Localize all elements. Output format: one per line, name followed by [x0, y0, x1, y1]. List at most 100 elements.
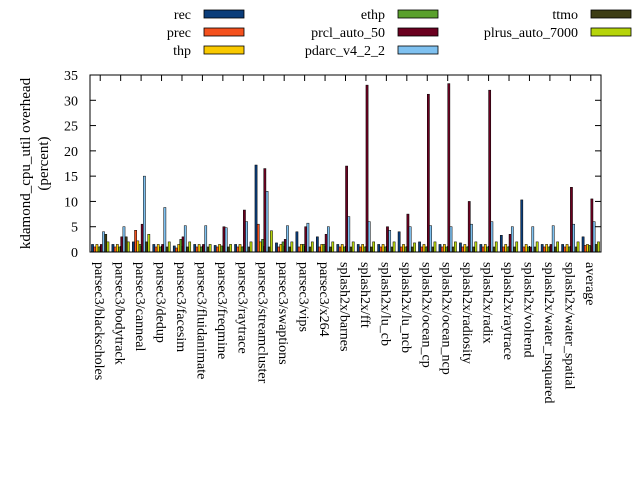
bar-prec-9 [277, 246, 281, 253]
bar-ttmo-12 [349, 246, 353, 253]
bar-rec-5 [193, 244, 197, 253]
y-tick-label: 20 [64, 145, 78, 160]
bar-ttmo-9 [288, 246, 292, 253]
bar-pdarc_v4_2_2-14 [388, 230, 392, 253]
bar-prec-11 [318, 246, 321, 253]
x-tick-label: parsec3/dedup [153, 262, 168, 343]
bar-thp-19 [483, 244, 487, 253]
bar-rec-23 [561, 244, 564, 253]
bar-pdarc_v4_2_2-21 [531, 226, 535, 253]
bar-thp-1 [116, 244, 119, 253]
bar-thp-13 [361, 244, 364, 253]
legend-label-thp: thp [173, 44, 191, 59]
bar-pdarc_v4_2_2-15 [408, 226, 412, 253]
bar-thp-20 [504, 244, 508, 253]
bar-plrus_auto_7000-5 [208, 244, 212, 253]
bar-prec-16 [420, 246, 424, 253]
bar-plrus_auto_7000-18 [474, 241, 478, 253]
bar-rec-17 [438, 244, 442, 253]
legend-label-plrus_auto_7000: plrus_auto_7000 [484, 26, 578, 41]
bar-plrus_auto_7000-6 [229, 244, 232, 253]
y-axis-label: kdamond_cpu_util overhead (percent) [18, 77, 52, 249]
bar-ttmo-20 [513, 246, 516, 253]
y-tick-label: 35 [64, 69, 78, 84]
bar-prec-7 [236, 246, 240, 253]
x-tick-label: splash2x/ocean_cp [418, 262, 433, 368]
x-tick-label: splash2x/radiosity [459, 262, 474, 364]
y-tick-label: 10 [64, 195, 78, 210]
legend: rec prec thp ethp prcl_auto_50 pdarc_v4_2_2 tt… [167, 8, 632, 59]
bar-prcl_auto_50-12 [345, 165, 348, 253]
bar-thp-6 [218, 244, 221, 253]
bar-thp-2 [136, 240, 140, 253]
bar-prec-24 [583, 245, 587, 253]
x-tick-label: parsec3/vips [296, 262, 311, 332]
bar-prcl_auto_50-23 [570, 187, 573, 253]
bar-thp-7 [238, 244, 242, 253]
x-tick-label: parsec3/freqmine [214, 262, 229, 359]
bar-plrus_auto_7000-1 [127, 241, 130, 253]
bar-plrus_auto_7000-9 [290, 241, 294, 253]
bar-thp-5 [197, 244, 201, 253]
legend-swatch-prcl_auto_50 [397, 27, 439, 37]
bar-thp-4 [177, 244, 181, 253]
bar-plrus_auto_7000-16 [433, 241, 437, 253]
bar-pdarc_v4_2_2-4 [183, 225, 187, 253]
legend-swatch-ttmo [590, 9, 632, 19]
x-tick-label: splash2x/raytrace [500, 262, 515, 360]
bar-prcl_auto_50-16 [427, 93, 430, 253]
bar-ttmo-11 [329, 246, 332, 253]
bar-pdarc_v4_2_2-23 [572, 223, 575, 253]
bar-plrus_auto_7000-20 [515, 241, 519, 253]
bar-thp-21 [524, 244, 528, 253]
bar-pdarc_v4_2_2-7 [245, 221, 248, 253]
bar-pdarc_v4_2_2-16 [429, 225, 432, 253]
bar-thp-17 [443, 244, 446, 253]
bar-ttmo-8 [267, 246, 271, 253]
bar-plrus_auto_7000-4 [188, 241, 192, 253]
bar-rec-18 [459, 242, 462, 253]
bar-rec-0 [91, 244, 94, 253]
bar-ttmo-23 [574, 246, 578, 253]
bar-rec-14 [377, 244, 381, 253]
bar-plrus_auto_7000-0 [106, 241, 110, 253]
y-axis-label-line: (percent) [36, 136, 52, 190]
bar-ttmo-19 [492, 246, 496, 253]
bar-thp-14 [381, 244, 385, 253]
x-tick-label: splash2x/water_nsquared [541, 262, 556, 404]
y-tick-label: 0 [71, 246, 78, 261]
bar-pdarc_v4_2_2-1 [122, 226, 126, 253]
bar-pdarc_v4_2_2-11 [327, 226, 330, 253]
x-tick-label: splash2x/radix [480, 262, 495, 344]
x-tick-label: splash2x/ocean_ncp [439, 262, 454, 375]
bar-prcl_auto_50-8 [263, 168, 267, 253]
bar-rec-3 [152, 244, 156, 253]
bar-prcl_auto_50-24 [590, 198, 594, 253]
bar-pdarc_v4_2_2-5 [204, 225, 208, 253]
y-axis-ticks: 0 5 10 15 20 25 30 35 [64, 69, 601, 261]
bar-ttmo-7 [247, 246, 251, 253]
legend-swatch-pdarc_v4_2_2 [397, 45, 439, 55]
bar-prcl_auto_50-7 [243, 209, 246, 253]
bar-thp-11 [320, 244, 324, 253]
bar-plrus_auto_7000-23 [576, 241, 580, 253]
bar-rec-10 [295, 231, 299, 253]
bar-plrus_auto_7000-17 [454, 241, 457, 253]
bar-prec-0 [93, 246, 97, 253]
bar-ttmo-16 [431, 246, 435, 253]
y-tick-label: 30 [64, 94, 78, 109]
bar-prec-8 [256, 223, 260, 253]
bar-pdarc_v4_2_2-6 [224, 227, 228, 253]
legend-label-ethp: ethp [361, 8, 385, 23]
bar-thp-18 [463, 244, 467, 253]
legend-swatch-rec [203, 9, 245, 19]
bar-plrus_auto_7000-14 [392, 241, 396, 253]
bar-rec-24 [581, 236, 585, 253]
bar-ttmo-15 [410, 246, 414, 253]
bar-prec-14 [379, 246, 383, 253]
bar-pdarc_v4_2_2-9 [286, 225, 289, 253]
legend-label-prec: prec [167, 26, 191, 41]
bar-ttmo-5 [206, 246, 210, 253]
x-tick-label: splash2x/lu_cb [377, 262, 392, 346]
bar-pdarc_v4_2_2-17 [449, 226, 453, 253]
